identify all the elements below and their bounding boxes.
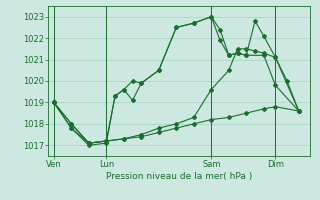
X-axis label: Pression niveau de la mer( hPa ): Pression niveau de la mer( hPa ): [106, 172, 252, 181]
